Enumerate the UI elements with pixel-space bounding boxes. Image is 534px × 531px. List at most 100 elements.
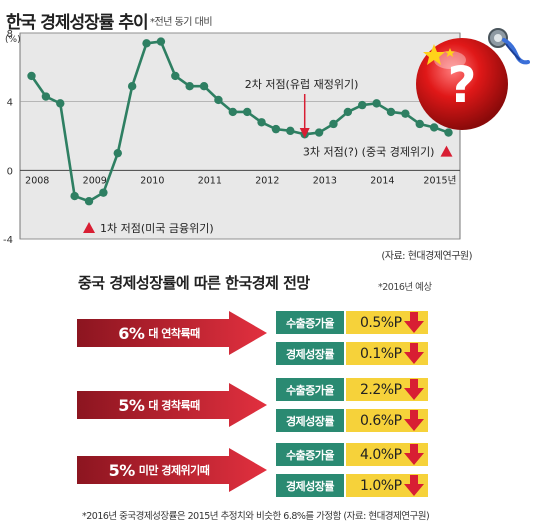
data-point <box>113 148 122 158</box>
x-tick-label: 2009 <box>83 175 107 186</box>
y-axis-ticks: 8 4 0 -4 <box>3 30 13 245</box>
footnote: *2016년 중국경제성장률은 2015년 추정치와 비슷한 6.8%를 가정함… <box>82 511 430 522</box>
data-point <box>257 118 266 127</box>
annotation-marker-icon <box>83 222 96 233</box>
row-name: 경제성장률 <box>276 342 344 365</box>
question-mark-icon: ? <box>447 56 476 114</box>
data-point <box>271 124 281 134</box>
scenario-growth-pct: 6% <box>118 323 145 343</box>
annotation-label: 2차 저점(유럽 재정위기) <box>245 77 359 91</box>
x-axis-ticks: 2008 2009 2010 2011 2012 2013 2014 2015년 <box>25 175 456 186</box>
y-tick-label: -4 <box>3 235 13 245</box>
data-point <box>415 119 424 129</box>
ball-highlight <box>434 51 466 69</box>
x-tick-label: 2012 <box>255 175 279 186</box>
down-arrow-icon <box>404 312 424 333</box>
row-name: 경제성장률 <box>276 474 344 497</box>
data-point <box>84 197 94 206</box>
data-point <box>199 82 209 91</box>
scenario-label: 대 연착륙때 <box>148 327 200 340</box>
chart-source: (자료: 현대경제연구원) <box>381 251 472 262</box>
data-point <box>242 107 252 117</box>
data-point <box>343 107 353 117</box>
data-point <box>401 109 410 118</box>
x-tick-label: 2011 <box>198 175 222 186</box>
y-tick-label: 0 <box>7 166 13 177</box>
scenario-1-gdp-row: 경제성장률 0.1%P <box>276 342 428 365</box>
data-point <box>70 191 79 201</box>
row-value: 1.0%P <box>346 474 428 497</box>
x-tick-label: 2014 <box>370 175 394 186</box>
row-value: 0.5%P <box>346 311 428 334</box>
scenario-growth-pct: 5% <box>108 460 136 480</box>
data-point <box>228 107 238 117</box>
scenario-6pct-soft-landing: 6% 대 연착륙때 <box>77 311 267 355</box>
scenario-arrow-icon <box>77 383 267 427</box>
data-point <box>329 119 338 129</box>
row-name: 수출증가율 <box>276 443 344 466</box>
row-name: 수출증가율 <box>276 378 344 401</box>
row-value: 2.2%P <box>346 378 428 401</box>
x-tick-label: 2013 <box>313 175 337 186</box>
scenario-growth-pct: 5% <box>118 395 145 415</box>
data-point <box>286 126 295 136</box>
scenario-2-gdp-row: 경제성장률 0.6%P <box>276 409 428 432</box>
data-point <box>358 100 367 110</box>
y-unit-label: (%) <box>5 35 21 45</box>
chart-annotations: 1차 저점(미국 금융위기) 2차 저점(유럽 재정위기) 3차 저점(?) (중국… <box>83 77 453 235</box>
series-points <box>27 37 453 206</box>
row-name: 수출증가율 <box>276 311 344 334</box>
row-value: 0.6%P <box>346 409 428 432</box>
scenario-1-export-row: 수출증가율 0.5%P <box>276 311 428 334</box>
scenario-arrow-icon <box>77 448 267 492</box>
page-title: 한국 경제성장률 추이 <box>6 13 149 33</box>
row-value: 4.0%P <box>346 443 428 466</box>
data-point <box>56 99 65 108</box>
data-point <box>156 37 166 46</box>
scenario-arrow-icon <box>77 311 267 355</box>
down-arrow-icon <box>404 379 424 400</box>
annotation-marker-icon <box>440 145 453 157</box>
down-arrow-icon <box>404 410 424 431</box>
data-point <box>27 71 36 81</box>
outlook-title: 중국 경제성장률에 따른 한국경제 전망 <box>78 274 310 292</box>
data-point <box>99 188 108 197</box>
data-point <box>185 82 194 91</box>
data-point <box>171 71 180 81</box>
y-tick-label: 4 <box>7 98 13 109</box>
flag-star-icon <box>423 44 445 65</box>
annotation-label: 3차 저점(?) (중국 경제위기) <box>303 146 435 159</box>
scenario-2-export-row: 수출증가율 2.2%P <box>276 378 428 401</box>
x-tick-label: 2015년 <box>423 175 456 186</box>
x-tick-label: 2010 <box>140 175 164 186</box>
y-tick-label: 8 <box>7 30 13 40</box>
data-point <box>214 95 223 105</box>
scenario-label: 미만 경제위기때 <box>138 464 210 477</box>
data-point <box>127 82 137 91</box>
data-point <box>444 128 453 137</box>
data-point <box>314 128 324 137</box>
growth-line-chart: (%) 840-4 2008 2009 2010 2011 2012 2013 2014 20… <box>3 30 461 245</box>
data-point <box>429 123 439 132</box>
fuse-cap-icon <box>488 28 530 65</box>
plot-area <box>19 32 461 240</box>
scenario-3-gdp-row: 경제성장률 1.0%P <box>276 474 428 497</box>
row-value: 0.1%P <box>346 342 428 365</box>
title-note: *전년 동기 대비 <box>150 17 213 28</box>
data-point <box>142 39 151 48</box>
annotation-label: 1차 저점(미국 금융위기) <box>100 222 214 235</box>
scenario-under-5pct-crisis: 5% 미만 경제위기때 <box>77 448 267 492</box>
down-arrow-icon <box>404 475 424 496</box>
x-tick-label: 2008 <box>25 175 49 186</box>
flag-star-small-icon <box>445 48 455 57</box>
down-arrow-icon <box>404 444 424 465</box>
data-point <box>386 107 396 117</box>
data-point <box>41 92 51 101</box>
data-point <box>372 99 381 108</box>
annotation-marker-icon <box>299 128 310 138</box>
scenario-5pct-hard-landing: 5% 대 경착륙때 <box>77 383 267 427</box>
row-name: 경제성장률 <box>276 409 344 432</box>
scenario-label: 대 경착륙때 <box>148 399 200 412</box>
down-arrow-icon <box>404 343 424 364</box>
china-ball-illustration: ? <box>416 28 530 130</box>
